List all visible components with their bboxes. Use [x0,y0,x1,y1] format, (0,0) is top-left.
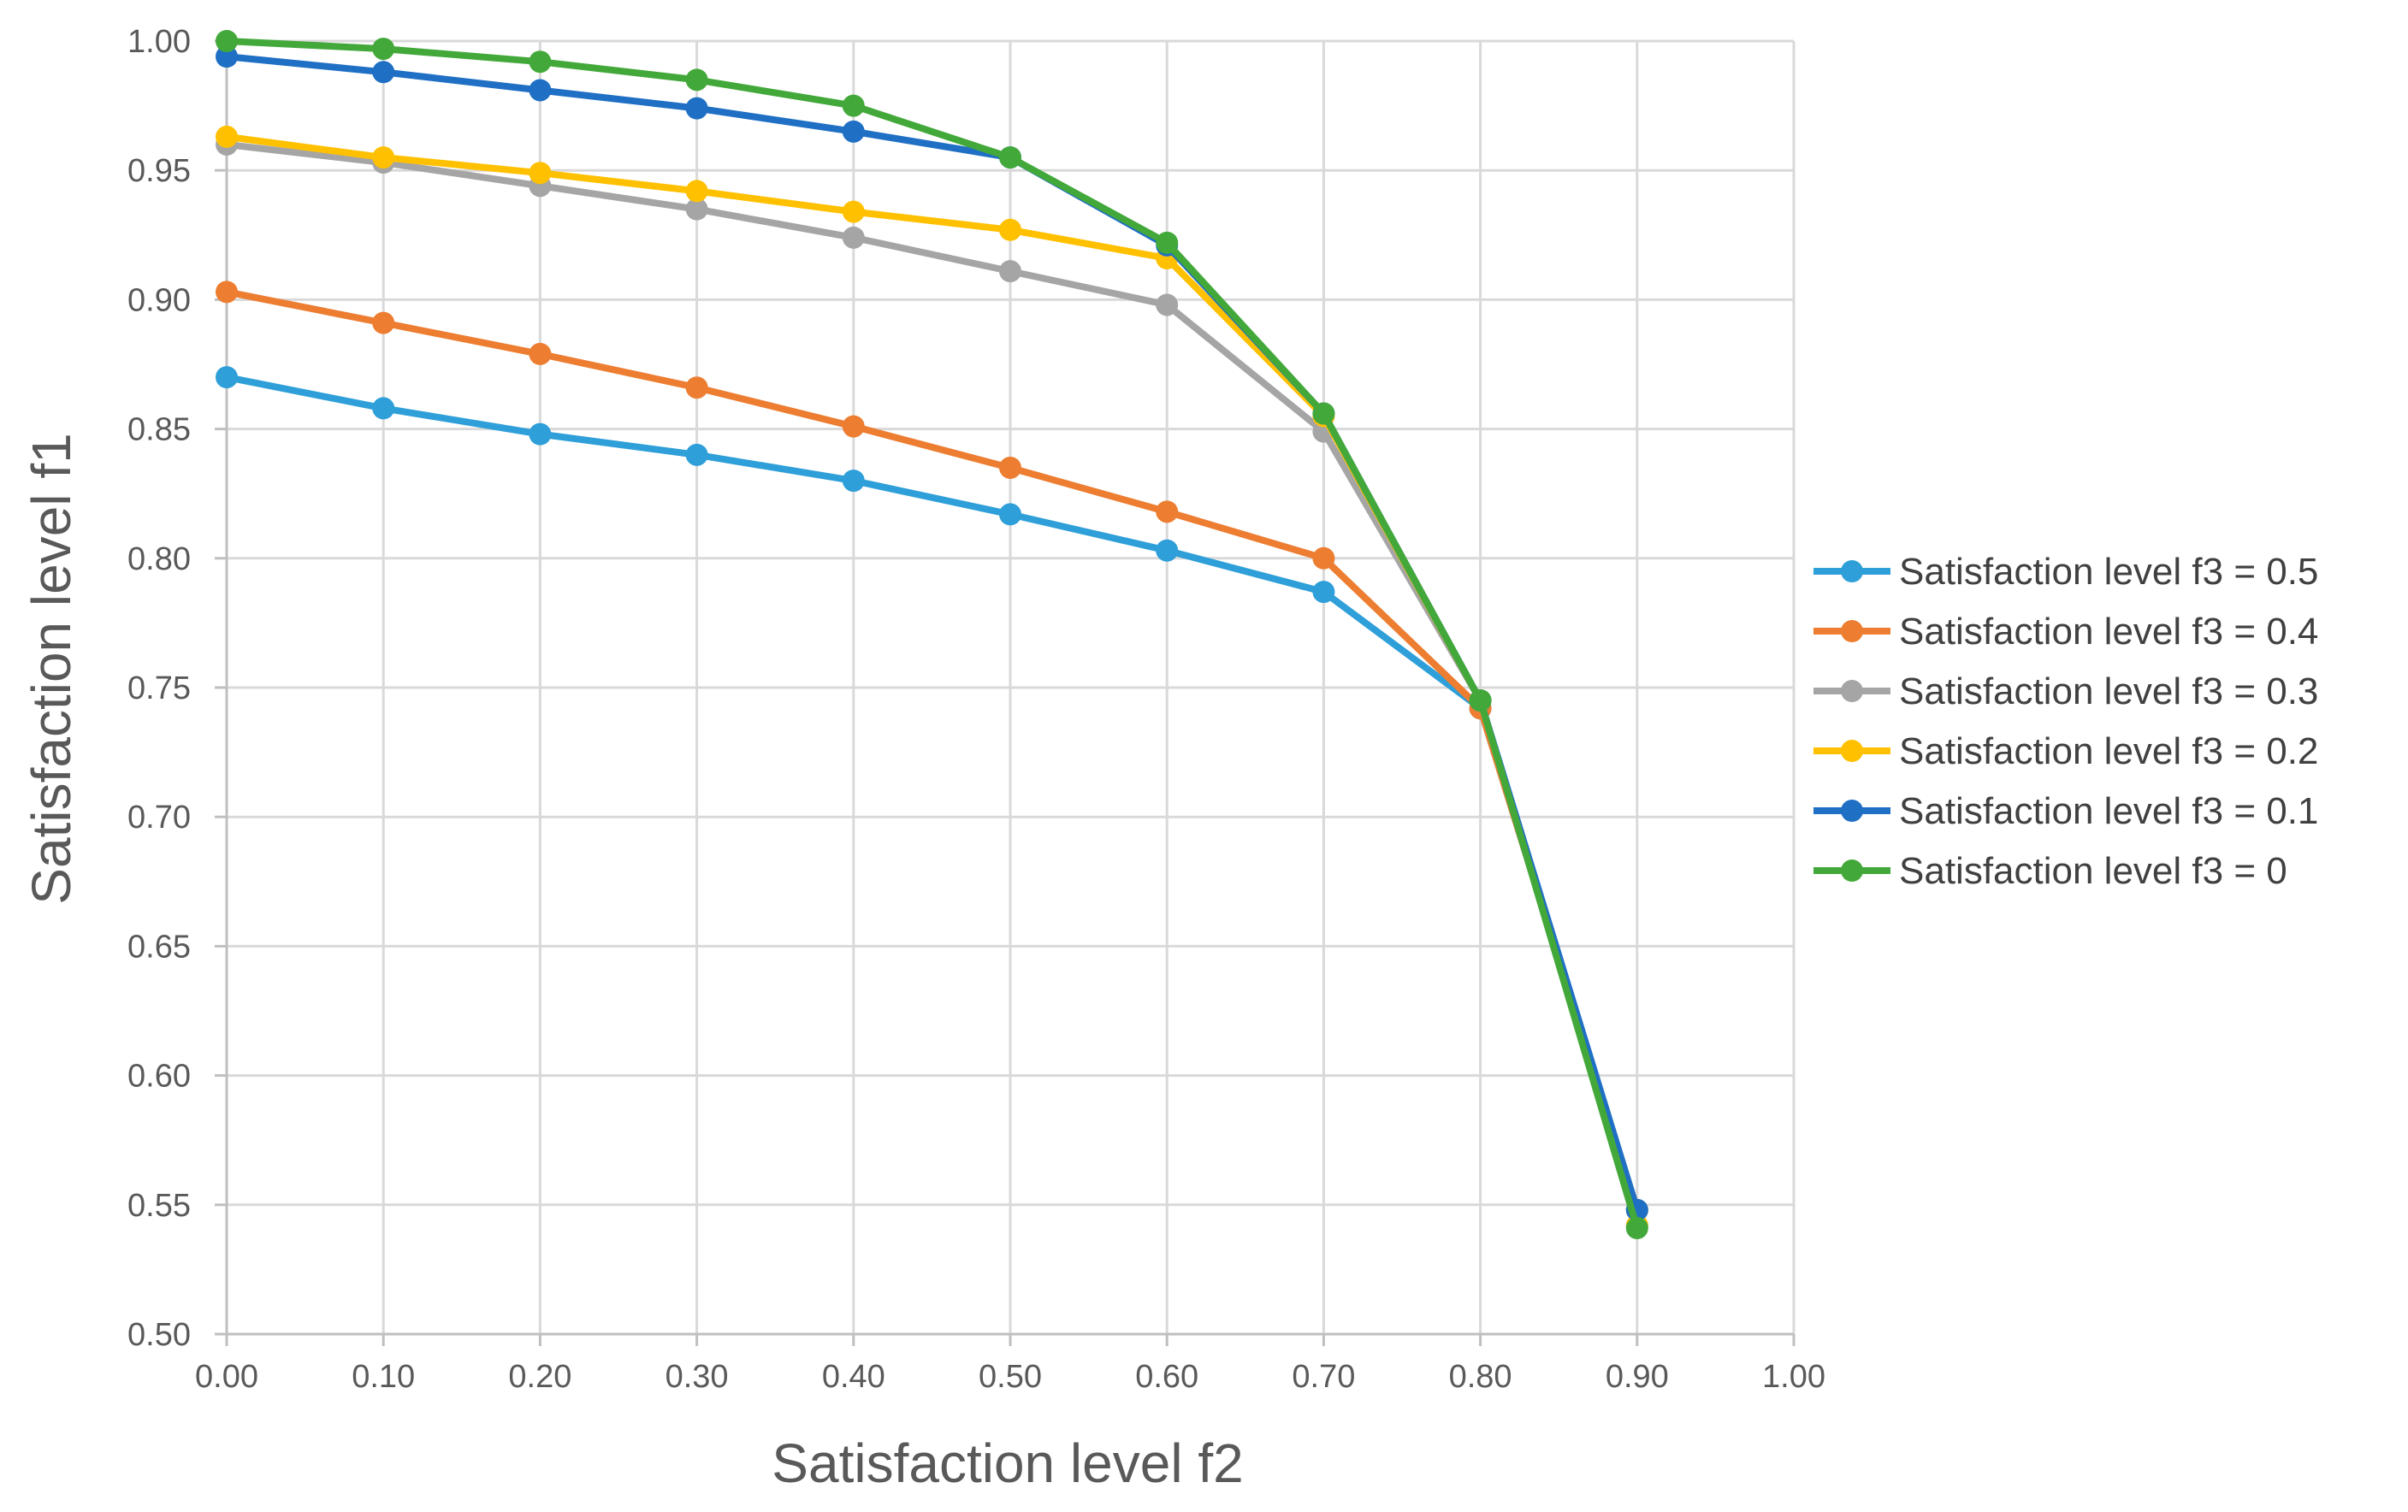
data-point [529,79,552,102]
data-point [685,97,708,120]
data-point [842,120,865,143]
data-point [842,226,865,249]
legend-swatch-marker [1841,680,1863,702]
data-point [216,45,238,68]
legend-swatch-marker [1841,800,1863,822]
legend-swatch-marker [1841,560,1863,582]
data-point [372,397,395,420]
y-tick-label: 0.75 [127,670,191,706]
data-point [842,200,865,223]
data-point [372,61,395,84]
legend-label: Satisfaction level f3 = 0.4 [1899,611,2318,653]
data-point [999,260,1021,283]
data-point [1312,546,1335,570]
x-axis-title: Satisfaction level f2 [772,1432,1243,1494]
data-point [1156,500,1179,523]
x-tick-label: 1.00 [1762,1359,1825,1395]
data-point [685,68,708,92]
legend-item: Satisfaction level f3 = 0.5 [1813,551,2318,593]
legend-item: Satisfaction level f3 = 0.3 [1813,670,2318,712]
y-tick-label: 0.60 [127,1059,191,1095]
data-point [529,422,552,446]
data-point [685,198,708,221]
series-5 [216,30,1648,1240]
series-group [216,30,1648,1240]
legend-item: Satisfaction level f3 = 0.1 [1813,790,2318,832]
x-tick-label: 0.40 [822,1359,885,1395]
series-line [223,141,1641,1229]
series-line [223,288,1641,1214]
y-tick-label: 0.80 [127,541,191,577]
y-tick-label: 0.90 [127,282,191,318]
legend-label: Satisfaction level f3 = 0.3 [1899,670,2318,712]
data-point [529,342,552,365]
legend: Satisfaction level f3 = 0.5 Satisfaction … [1813,551,2318,892]
y-tick-label: 0.85 [127,412,191,448]
data-point [999,146,1021,169]
legend-label: Satisfaction level f3 = 0 [1899,850,2287,892]
x-tick-label: 0.20 [508,1359,571,1395]
legend-swatch-marker [1841,740,1863,762]
legend-item: Satisfaction level f3 = 0 [1813,850,2287,892]
data-point [529,50,552,74]
tick-labels: 0.00 0.10 0.20 0.30 0.40 0.50 0.60 0.70 0.80 0.90… [127,24,1825,1395]
legend-swatch-marker [1841,859,1863,882]
data-point [1469,689,1492,712]
series-line [223,38,1641,1231]
data-point [1156,231,1179,254]
x-tick-label: 0.00 [195,1359,258,1395]
y-tick-label: 0.50 [127,1317,191,1353]
data-point [999,503,1021,526]
data-point [372,38,395,61]
y-tick-label: 0.70 [127,800,191,836]
legend-item: Satisfaction level f3 = 0.2 [1813,730,2318,772]
x-tick-label: 0.10 [352,1359,415,1395]
x-tick-label: 0.90 [1606,1359,1669,1395]
series-line [223,374,1641,1214]
y-tick-label: 0.55 [127,1188,191,1224]
data-point [1156,293,1179,316]
y-tick-label: 1.00 [127,24,191,60]
legend-label: Satisfaction level f3 = 0.5 [1899,551,2318,593]
data-point [1625,1217,1648,1240]
legend-label: Satisfaction level f3 = 0.1 [1899,790,2318,832]
y-tick-label: 0.65 [127,929,191,965]
data-point [216,281,238,304]
data-point [999,218,1021,241]
x-tick-label: 0.50 [979,1359,1042,1395]
x-tick-label: 0.70 [1292,1359,1355,1395]
data-point [1312,402,1335,425]
data-point [685,180,708,203]
data-point [842,415,865,438]
legend-swatch-marker [1841,620,1863,642]
data-point [1156,539,1179,562]
y-axis-title: Satisfaction level f1 [21,433,82,904]
x-tick-label: 0.80 [1449,1359,1512,1395]
data-point [372,146,395,169]
data-point [842,470,865,493]
data-point [216,30,238,52]
data-point [685,443,708,466]
x-tick-label: 0.60 [1135,1359,1198,1395]
x-tick-label: 0.30 [666,1359,729,1395]
data-point [685,376,708,399]
data-point [999,456,1021,479]
data-point [216,125,238,148]
data-point [1312,581,1335,604]
y-tick-label: 0.95 [127,153,191,189]
legend-item: Satisfaction level f3 = 0.4 [1813,611,2318,653]
legend-label: Satisfaction level f3 = 0.2 [1899,730,2318,772]
data-point [216,366,238,389]
data-point [529,162,552,185]
data-point [372,311,395,334]
data-point [842,94,865,117]
